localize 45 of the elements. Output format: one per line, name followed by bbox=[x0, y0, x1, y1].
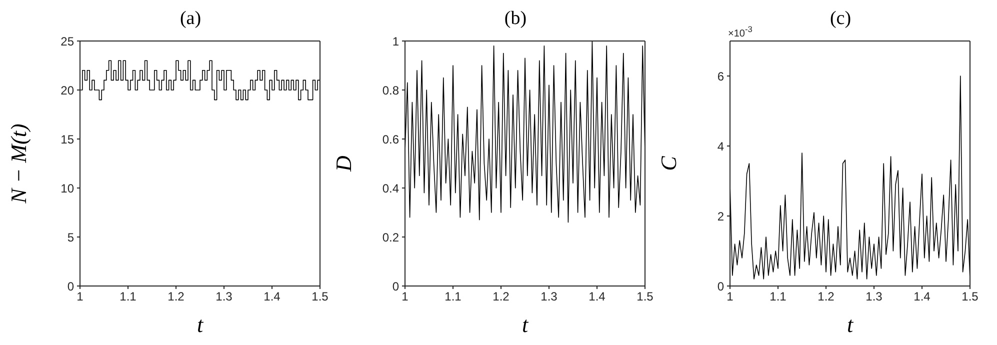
x-tick-label: 1.4 bbox=[588, 290, 606, 304]
x-tick-label: 1.2 bbox=[492, 290, 510, 304]
x-tick-label: 1.1 bbox=[120, 290, 137, 304]
y-tick-label: 25 bbox=[60, 34, 74, 48]
y-tick-label: 2 bbox=[717, 209, 724, 224]
x-tick-label: 1.4 bbox=[914, 290, 931, 304]
x-tick-label: 1 bbox=[76, 290, 84, 304]
text: ×10$^{-3}$ bbox=[728, 24, 752, 40]
x-tick-label: 1 bbox=[402, 290, 409, 304]
x-tick-label: 1.5 bbox=[962, 290, 979, 304]
x-tick-label: 1.3 bbox=[540, 290, 558, 304]
y-tick-label: 15 bbox=[60, 132, 74, 146]
y-tick-label: 4 bbox=[717, 139, 724, 154]
y-axis-title: N − M(t) bbox=[6, 124, 31, 204]
x-tick-label: 1.1 bbox=[444, 290, 462, 304]
y-tick-label: 0 bbox=[717, 279, 724, 294]
x-tick-label: 1.5 bbox=[636, 290, 654, 304]
y-tick-label: 6 bbox=[717, 69, 724, 84]
x-tick-label: 1.3 bbox=[216, 290, 233, 304]
y-tick-label: 5 bbox=[67, 230, 74, 244]
y-axis-title: D bbox=[330, 155, 356, 172]
y-tick-label: 0.8 bbox=[382, 83, 400, 98]
x-axis-title: t bbox=[846, 312, 854, 337]
y-tick-label: 10 bbox=[60, 181, 74, 196]
x-tick-label: 1.2 bbox=[168, 290, 185, 304]
x-tick-label: 1.1 bbox=[770, 290, 787, 304]
x-tick-label: 1.3 bbox=[866, 290, 883, 304]
y-tick-label: 0 bbox=[392, 279, 400, 294]
line-series bbox=[730, 76, 970, 280]
chart-title: (c) bbox=[830, 8, 852, 29]
y-tick-label: 0.6 bbox=[382, 132, 400, 146]
y-tick-label: 0 bbox=[67, 279, 74, 294]
x-axis-title: t bbox=[522, 312, 529, 337]
x-tick-label: 1 bbox=[726, 290, 734, 304]
y-tick-label: 0.4 bbox=[382, 181, 400, 196]
x-tick-label: 1.5 bbox=[312, 290, 329, 304]
x-tick-label: 1.2 bbox=[818, 290, 835, 304]
x-tick-label: 1.4 bbox=[264, 290, 281, 304]
y-tick-label: 0.2 bbox=[382, 230, 400, 244]
x-axis-title: t bbox=[196, 312, 204, 337]
y-tick-label: 1 bbox=[392, 34, 400, 48]
chart-title: (b) bbox=[503, 8, 528, 31]
y-tick-label: 20 bbox=[60, 83, 74, 98]
chart-title: (a) bbox=[178, 8, 202, 31]
y-axis-title: C bbox=[656, 156, 681, 171]
